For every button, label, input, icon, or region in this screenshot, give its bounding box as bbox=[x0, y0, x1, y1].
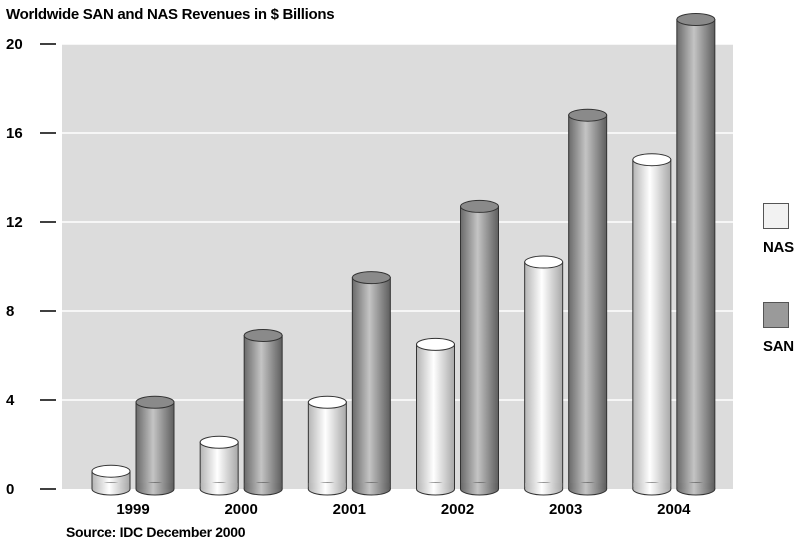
x-tick-label: 2001 bbox=[333, 501, 366, 518]
bar-nas-2002 bbox=[416, 337, 455, 496]
bar-nas-1999 bbox=[91, 464, 131, 496]
x-tick-label: 2000 bbox=[224, 501, 257, 518]
x-tick-label: 2004 bbox=[657, 501, 691, 518]
bar-san-2001 bbox=[351, 271, 391, 496]
legend-item-nas: NAS bbox=[763, 203, 794, 256]
legend-swatch-san bbox=[763, 302, 789, 328]
y-tick-label: 20 bbox=[6, 36, 23, 53]
y-tick-label: 0 bbox=[6, 481, 14, 498]
y-tick-label: 8 bbox=[6, 303, 14, 320]
legend-label-nas: NAS bbox=[763, 239, 794, 256]
bar-san-2002 bbox=[460, 199, 499, 496]
chart-title: Worldwide SAN and NAS Revenues in $ Bill… bbox=[6, 6, 335, 23]
bar-san-2000 bbox=[243, 328, 283, 496]
bar-san-2003 bbox=[568, 108, 608, 496]
bar-nas-2000 bbox=[199, 435, 239, 496]
x-tick-label: 2003 bbox=[549, 501, 582, 518]
legend-item-san: SAN bbox=[763, 302, 794, 355]
y-tick-label: 16 bbox=[6, 125, 23, 142]
y-tick-label: 4 bbox=[6, 392, 15, 409]
chart-source: Source: IDC December 2000 bbox=[66, 524, 246, 540]
bar-san-2004 bbox=[676, 13, 716, 496]
x-tick-label: 2002 bbox=[441, 501, 474, 518]
bar-nas-2004 bbox=[632, 153, 672, 496]
legend-label-san: SAN bbox=[763, 338, 794, 355]
bar-san-1999 bbox=[135, 395, 175, 496]
legend-swatch-nas bbox=[763, 203, 789, 229]
bar-nas-2001 bbox=[307, 395, 347, 496]
y-tick-label: 12 bbox=[6, 214, 23, 231]
x-tick-label: 1999 bbox=[116, 501, 149, 518]
bar-nas-2003 bbox=[524, 255, 564, 496]
